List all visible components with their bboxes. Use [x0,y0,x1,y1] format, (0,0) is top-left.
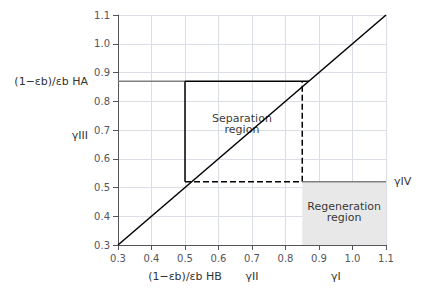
svg-text:(1−εb)/εb HB: (1−εb)/εb HB [148,270,222,283]
svg-text:0.7: 0.7 [244,253,260,264]
svg-text:0.7: 0.7 [94,125,110,136]
svg-text:0.8: 0.8 [94,96,110,107]
svg-text:0.4: 0.4 [94,211,110,222]
svg-text:1.0: 1.0 [94,38,110,49]
svg-text:(1−εb)/εb HA: (1−εb)/εb HA [14,75,88,88]
svg-text:1.0: 1.0 [345,253,361,264]
svg-text:0.3: 0.3 [94,240,110,251]
svg-text:γI: γI [331,270,341,283]
svg-text:γII: γII [246,270,259,283]
svg-text:0.3: 0.3 [110,253,126,264]
svg-text:0.5: 0.5 [94,182,110,193]
svg-text:0.6: 0.6 [94,153,110,164]
svg-text:0.8: 0.8 [278,253,294,264]
svg-text:Regeneration: Regeneration [307,199,381,213]
svg-text:1.1: 1.1 [378,253,394,264]
svg-text:γIV: γIV [394,175,412,188]
svg-text:region: region [225,123,260,136]
svg-text:0.9: 0.9 [94,67,110,78]
svg-text:region: region [327,211,362,224]
svg-text:γIII: γIII [72,129,88,142]
svg-text:0.6: 0.6 [211,253,227,264]
svg-text:0.5: 0.5 [177,253,193,264]
svg-text:Separation: Separation [212,112,272,126]
svg-text:0.4: 0.4 [144,253,160,264]
svg-text:1.1: 1.1 [94,10,110,21]
svg-text:0.9: 0.9 [311,253,327,264]
